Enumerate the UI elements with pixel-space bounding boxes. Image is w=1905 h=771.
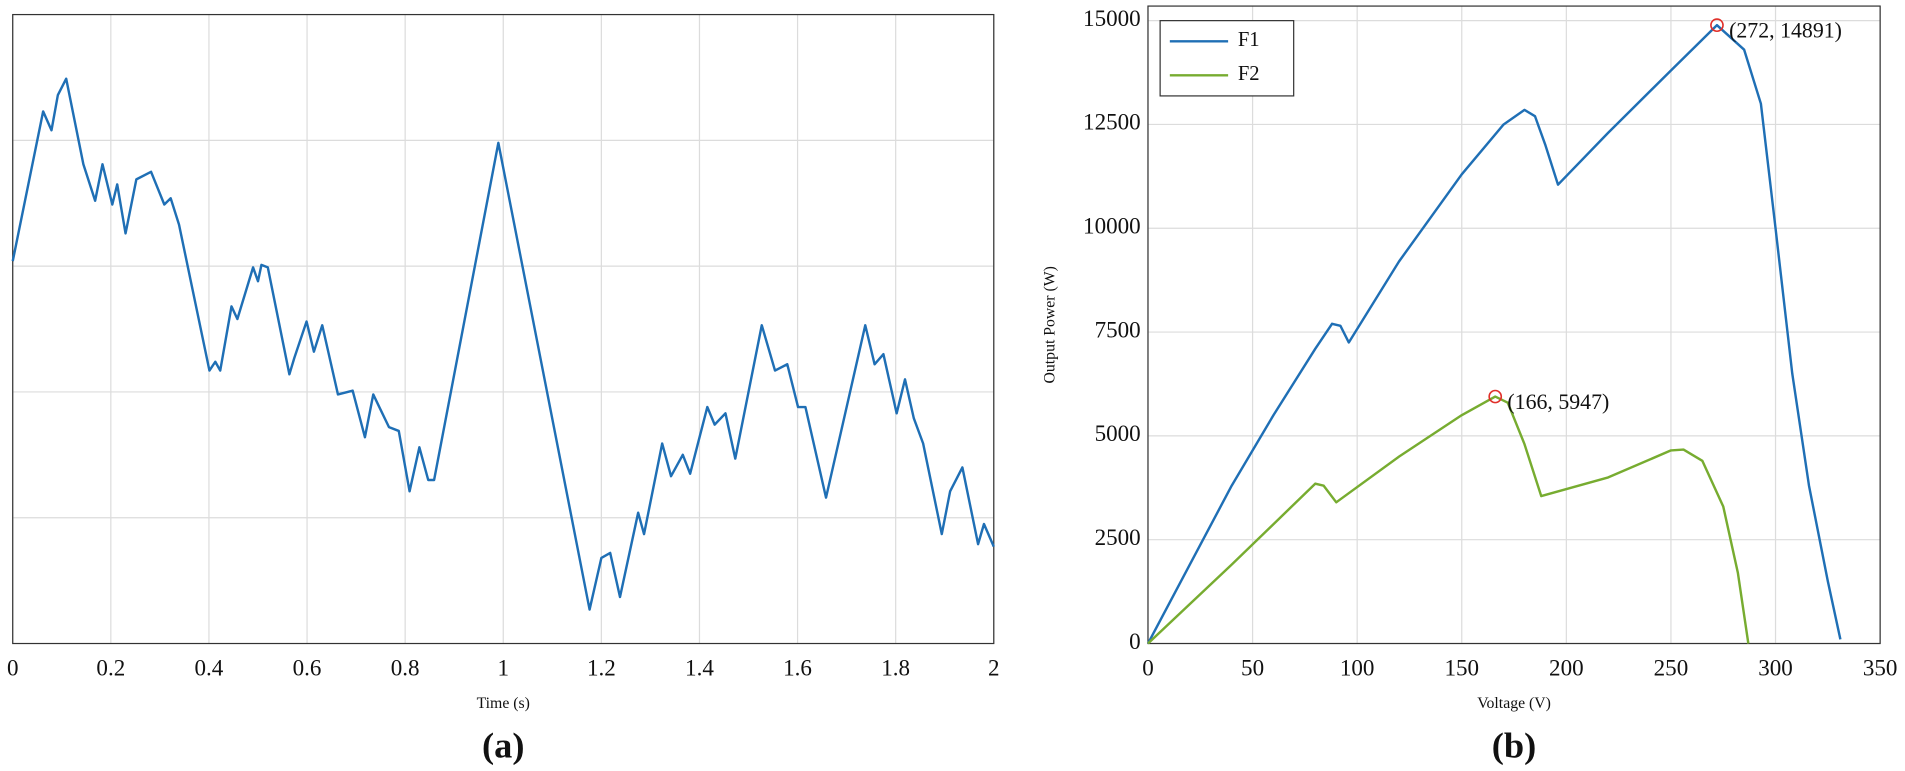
x-tick-label: 300 xyxy=(1758,655,1793,681)
y-tick-label: 7500 xyxy=(1095,316,1141,342)
x-tick-label: 0.8 xyxy=(391,655,420,681)
y-tick-label: 0 xyxy=(1129,628,1141,654)
annotation: (272, 14891) xyxy=(1729,18,1842,42)
x-tick-label: 1.2 xyxy=(587,655,616,681)
x-tick-label: 0.6 xyxy=(293,655,322,681)
x-tick-label: 0 xyxy=(1142,655,1154,681)
line-series xyxy=(1146,23,1842,645)
x-tick-label: 150 xyxy=(1444,655,1479,681)
plot-frame xyxy=(1147,5,1881,645)
x-tick-label: 1.4 xyxy=(685,655,714,681)
x-tick-label: 0 xyxy=(7,655,19,681)
y-tick-label: 2500 xyxy=(1095,524,1141,550)
x-tick-label: 0.4 xyxy=(195,655,224,681)
plot-area xyxy=(1147,6,1881,644)
peak-marker xyxy=(1488,389,1503,404)
x-tick-label: 0.2 xyxy=(96,655,125,681)
x-tick-label: 350 xyxy=(1863,655,1898,681)
panel-label: (a) xyxy=(482,726,524,766)
x-tick-label: 50 xyxy=(1241,655,1264,681)
legend-label: F2 xyxy=(1238,63,1260,85)
x-tick-label: 1 xyxy=(497,655,509,681)
line-series xyxy=(1147,395,1750,645)
y-tick-label: 15000 xyxy=(1083,5,1141,31)
x-tick-label: 200 xyxy=(1549,655,1584,681)
legend-label: F1 xyxy=(1238,29,1260,51)
line-series xyxy=(11,77,995,611)
peak-marker xyxy=(1710,18,1724,33)
x-tick-label: 1.6 xyxy=(783,655,812,681)
plot-frame xyxy=(12,13,995,645)
x-axis-label: Voltage (V) xyxy=(1477,695,1551,712)
legend-box xyxy=(1159,20,1295,97)
x-tick-label: 2 xyxy=(988,655,1000,681)
x-tick-label: 100 xyxy=(1340,655,1375,681)
x-axis-label: Time (s) xyxy=(477,695,530,712)
y-tick-label: 10000 xyxy=(1083,213,1141,239)
panel-label: (b) xyxy=(1492,726,1537,766)
x-tick-label: 250 xyxy=(1654,655,1689,681)
y-tick-label: 5000 xyxy=(1095,420,1141,446)
annotation: (166, 5947) xyxy=(1507,390,1609,414)
x-tick-label: 1.8 xyxy=(881,655,910,681)
y-tick-label: 12500 xyxy=(1083,109,1141,135)
y-axis-label: Output Power (W) xyxy=(1041,266,1058,383)
